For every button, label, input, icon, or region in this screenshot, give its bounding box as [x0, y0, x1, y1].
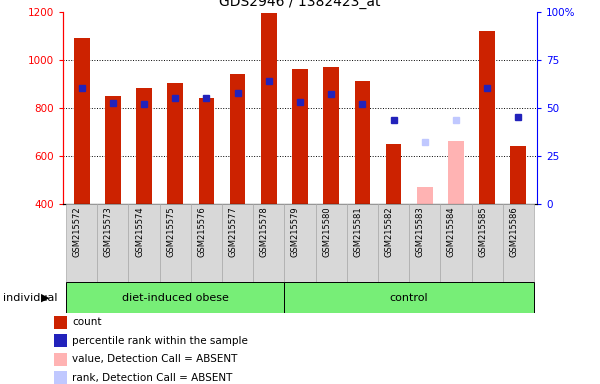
Bar: [230, 74, 245, 204]
Bar: [167, 83, 183, 204]
Bar: [261, 13, 277, 204]
Bar: [284, 282, 534, 313]
Bar: [292, 69, 308, 204]
Bar: [97, 204, 128, 282]
Bar: [503, 204, 534, 282]
Bar: [128, 204, 160, 282]
Bar: [105, 96, 121, 204]
Text: GSM215577: GSM215577: [229, 206, 238, 257]
Text: GSM215581: GSM215581: [353, 206, 362, 257]
Bar: [74, 38, 89, 204]
Text: diet-induced obese: diet-induced obese: [122, 293, 229, 303]
Bar: [316, 204, 347, 282]
Text: value, Detection Call = ABSENT: value, Detection Call = ABSENT: [72, 354, 238, 364]
Text: GSM215584: GSM215584: [447, 206, 456, 257]
Bar: [448, 141, 464, 204]
Bar: [54, 316, 67, 329]
Bar: [160, 204, 191, 282]
Text: GSM215580: GSM215580: [322, 206, 331, 257]
Bar: [199, 98, 214, 204]
Bar: [66, 282, 284, 313]
Text: GSM215573: GSM215573: [104, 206, 113, 257]
Text: GSM215574: GSM215574: [135, 206, 144, 257]
Title: GDS2946 / 1382423_at: GDS2946 / 1382423_at: [219, 0, 381, 9]
Text: rank, Detection Call = ABSENT: rank, Detection Call = ABSENT: [72, 372, 232, 382]
Bar: [253, 204, 284, 282]
Bar: [323, 67, 339, 204]
Bar: [511, 146, 526, 204]
Text: ▶: ▶: [41, 293, 49, 303]
Text: GSM215575: GSM215575: [166, 206, 175, 257]
Text: individual: individual: [3, 293, 58, 303]
Text: GSM215578: GSM215578: [260, 206, 269, 257]
Bar: [54, 371, 67, 384]
Text: count: count: [72, 317, 101, 327]
Bar: [417, 187, 433, 204]
Bar: [191, 204, 222, 282]
Text: GSM215586: GSM215586: [509, 206, 518, 257]
Bar: [448, 141, 464, 204]
Text: GSM215579: GSM215579: [291, 206, 300, 257]
Bar: [409, 204, 440, 282]
Bar: [347, 204, 378, 282]
Bar: [54, 353, 67, 366]
Text: GSM215585: GSM215585: [478, 206, 487, 257]
Text: GSM215576: GSM215576: [197, 206, 206, 257]
Bar: [136, 88, 152, 204]
Text: GSM215583: GSM215583: [416, 206, 425, 257]
Bar: [66, 204, 97, 282]
Bar: [54, 334, 67, 347]
Bar: [378, 204, 409, 282]
Bar: [386, 144, 401, 204]
Text: control: control: [390, 293, 428, 303]
Bar: [479, 31, 495, 204]
Text: percentile rank within the sample: percentile rank within the sample: [72, 336, 248, 346]
Bar: [222, 204, 253, 282]
Bar: [440, 204, 472, 282]
Bar: [284, 204, 316, 282]
Bar: [417, 187, 433, 204]
Text: GSM215582: GSM215582: [385, 206, 394, 257]
Bar: [355, 81, 370, 204]
Bar: [472, 204, 503, 282]
Text: GSM215572: GSM215572: [73, 206, 82, 257]
